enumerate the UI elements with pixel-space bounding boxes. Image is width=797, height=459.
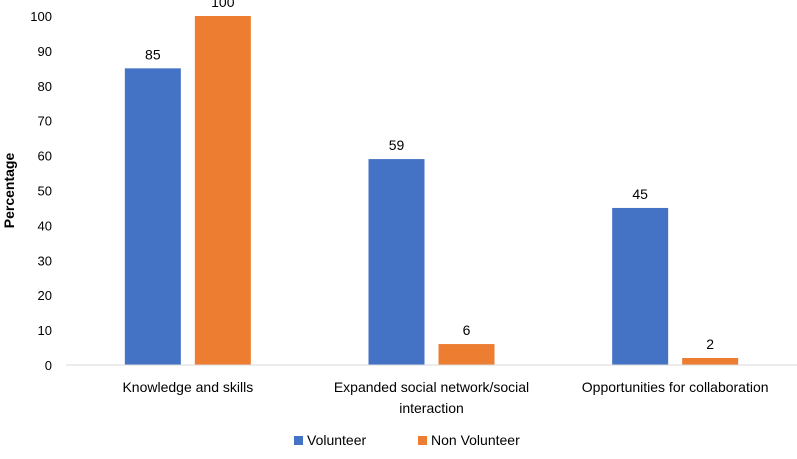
legend-swatch [418,436,427,445]
legend-label: Volunteer [307,432,366,448]
y-tick-label: 40 [38,218,52,233]
bar-non-volunteer [682,358,739,365]
y-tick-label: 80 [38,79,52,94]
data-label: 100 [211,0,235,10]
x-category-label: Expanded social network/social [334,379,529,395]
data-label: 59 [389,137,405,153]
y-tick-label: 70 [38,114,52,129]
data-label: 6 [463,322,471,338]
y-tick-label: 30 [38,253,52,268]
y-tick-label: 50 [38,184,52,199]
data-labels: 85 100 59 6 45 2 [145,0,714,352]
x-category-label: Knowledge and skills [122,379,253,395]
y-tick-label: 90 [38,44,52,59]
legend-swatch [294,436,303,445]
x-axis-categories: Knowledge and skills Expanded social netw… [122,379,768,416]
data-label: 45 [632,186,648,202]
bar-non-volunteer [438,344,495,365]
bar-volunteer [612,207,669,365]
y-tick-label: 10 [38,323,52,338]
x-category-label: Opportunities for collaboration [582,379,769,395]
y-axis-title: Percentage [1,153,17,229]
legend-label: Non Volunteer [431,432,520,448]
data-label: 85 [145,46,161,62]
data-label: 2 [706,336,714,352]
y-tick-label: 20 [38,288,52,303]
x-category-label: interaction [399,400,464,416]
y-tick-label: 60 [38,149,52,164]
y-axis: 0 10 20 30 40 50 60 70 80 90 100 [30,9,52,373]
legend: Volunteer Non Volunteer [294,432,520,448]
y-tick-label: 0 [45,358,52,373]
bar-volunteer [368,159,425,365]
bar-volunteer [124,68,181,365]
bar-non-volunteer [194,16,251,365]
y-tick-label: 100 [30,9,52,24]
bars [124,16,739,365]
